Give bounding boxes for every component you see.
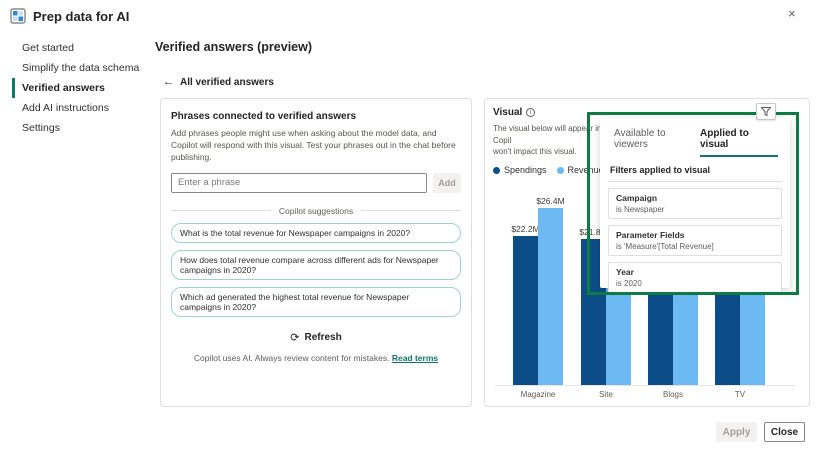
dialog-header: Prep data for AI xyxy=(10,8,129,24)
tab-applied-to-visual[interactable]: Applied to visual xyxy=(699,128,778,157)
info-icon[interactable]: i xyxy=(526,108,536,117)
phrases-card-title: Phrases connected to verified answers xyxy=(171,111,357,122)
suggestion-chip[interactable]: How does total revenue compare across di… xyxy=(171,249,461,280)
dialog-title: Prep data for AI xyxy=(33,8,130,24)
category-label: Site xyxy=(599,390,613,399)
phrase-input[interactable] xyxy=(171,172,427,193)
visual-description: The visual below will appear in Copil wo… xyxy=(493,124,602,157)
suggestion-chip[interactable]: Which ad generated the highest total rev… xyxy=(171,286,461,317)
sidebar-item-settings[interactable]: Settings xyxy=(22,122,60,134)
category-label: TV xyxy=(734,390,746,399)
sidebar-item-verified-answers[interactable]: Verified answers xyxy=(12,78,152,98)
add-phrase-button[interactable]: Add xyxy=(433,172,461,193)
close-button[interactable]: Close xyxy=(764,422,805,442)
bar-value-label: $26.4M xyxy=(536,196,565,207)
sidebar: Get started Simplify the data schema Ver… xyxy=(12,38,152,138)
filter-item-year[interactable]: Year is 2020 xyxy=(608,262,782,293)
dialog-close-icon[interactable]: × xyxy=(788,6,796,21)
refresh-button[interactable]: ⟳ Refresh xyxy=(171,331,461,344)
prep-data-icon xyxy=(10,8,26,24)
back-link-label: All verified answers xyxy=(180,76,274,88)
bar-spendings-tv xyxy=(715,294,740,385)
sidebar-item-simplify-schema[interactable]: Simplify the data schema xyxy=(22,62,140,74)
category-label: Blogs xyxy=(662,390,683,399)
category-label: Magazine xyxy=(520,390,556,399)
read-terms-link[interactable]: Read terms xyxy=(391,352,439,363)
refresh-label: Refresh xyxy=(304,331,342,343)
apply-button[interactable]: Apply xyxy=(716,422,757,442)
legend-item-spendings: Spendings xyxy=(493,165,547,175)
filter-funnel-button[interactable] xyxy=(756,103,776,120)
suggestions-divider: Copilot suggestions xyxy=(171,206,461,216)
filter-item-parameter-fields[interactable]: Parameter Fields is 'Measure'[Total Reve… xyxy=(608,225,782,256)
suggestion-chip[interactable]: What is the total revenue for Newspaper … xyxy=(171,222,461,243)
bar-spendings-blogs xyxy=(648,284,673,385)
bar-value-label: $22.2M xyxy=(511,224,540,235)
funnel-icon xyxy=(761,107,771,116)
disclaimer-text: Copilot uses AI. Always review content f… xyxy=(193,352,390,363)
sidebar-item-ai-instructions[interactable]: Add AI instructions xyxy=(22,102,109,114)
phrases-card: Phrases connected to verified answers Ad… xyxy=(160,98,472,407)
refresh-icon: ⟳ xyxy=(290,331,300,344)
filter-tabs: Available to viewers Applied to visual xyxy=(608,118,782,157)
spendings-dot-icon xyxy=(493,166,500,174)
suggestions-divider-label: Copilot suggestions xyxy=(278,205,354,216)
copilot-disclaimer: Copilot uses AI. Always review content f… xyxy=(171,353,461,363)
filter-item-campaign[interactable]: Campaign is Newspaper xyxy=(608,188,782,219)
popup-divider xyxy=(608,181,782,182)
filters-section-title: Filters applied to visual xyxy=(610,165,711,175)
tab-available-to-viewers[interactable]: Available to viewers xyxy=(614,128,666,150)
page-title: Verified answers (preview) xyxy=(155,40,313,54)
phrases-card-description: Add phrases people might use when asking… xyxy=(171,128,456,162)
bar-revenue-blogs xyxy=(673,277,698,385)
chart-legend: Spendings Revenue xyxy=(493,165,604,175)
back-link[interactable]: ← All verified answers xyxy=(163,76,274,88)
x-axis-line xyxy=(495,385,795,386)
revenue-dot-icon xyxy=(556,166,564,174)
bar-spendings-magazine xyxy=(513,236,538,385)
back-arrow-icon: ← xyxy=(163,76,174,88)
bar-value-label: $21.8M xyxy=(579,226,608,237)
filters-popup: Available to viewers Applied to visual F… xyxy=(600,118,790,293)
sidebar-item-get-started[interactable]: Get started xyxy=(22,42,74,54)
legend-item-revenue: Revenue xyxy=(556,165,604,175)
visual-card-title: Visual xyxy=(493,107,523,118)
bar-revenue-tv xyxy=(740,287,765,385)
bar-revenue-magazine xyxy=(538,208,563,385)
